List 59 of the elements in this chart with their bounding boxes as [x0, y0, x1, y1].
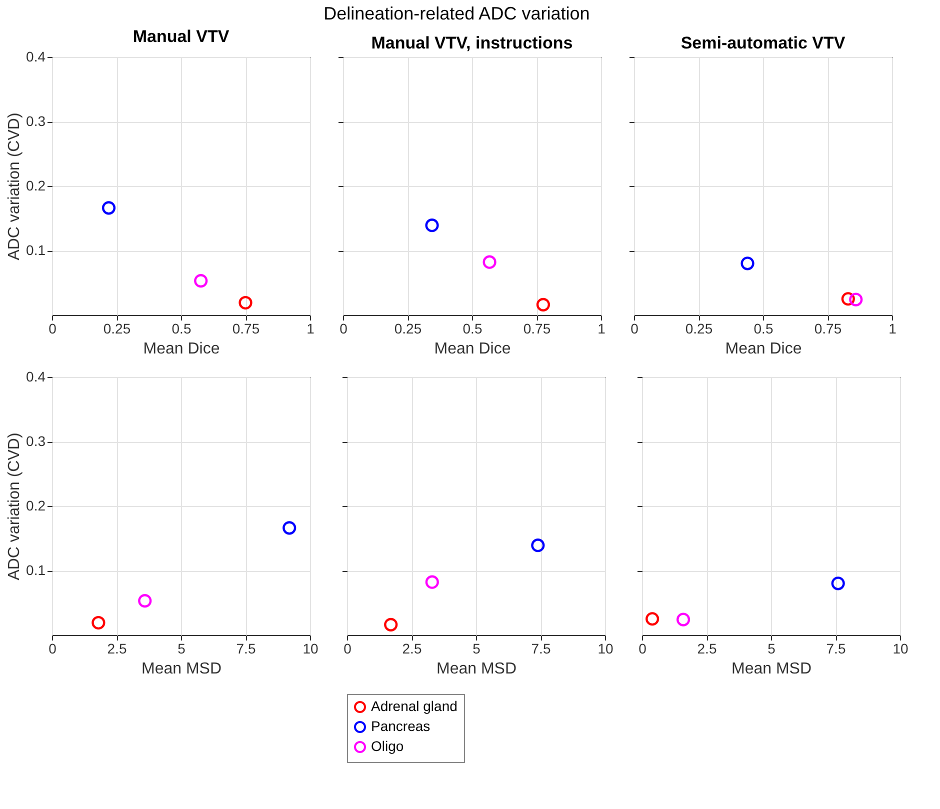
- x-tick-label: 2.5: [107, 640, 127, 656]
- point: [194, 274, 208, 288]
- x-tick-label: 7.5: [531, 640, 551, 656]
- y-tick-label: 0.1: [26, 242, 46, 258]
- x-tick-label: 1: [598, 320, 606, 336]
- x-tick-label: 0.25: [685, 320, 713, 336]
- x-tick-label: 1: [888, 320, 897, 336]
- chart-title: Semi-automatic VTV: [680, 34, 846, 52]
- x-tick-label: 10: [892, 640, 908, 656]
- x-tick-label: 0: [638, 640, 647, 656]
- y-tick-label: 0.4: [26, 368, 46, 384]
- point: [238, 296, 252, 310]
- x-tick-label: 0: [630, 320, 639, 336]
- point: [92, 616, 106, 630]
- x-tick-label: 1: [306, 320, 315, 336]
- x-axis-title: Mean MSD: [141, 660, 222, 678]
- x-tick-label: 7.5: [826, 640, 846, 656]
- x-tick-label: 10: [302, 640, 318, 656]
- legend-label: Adrenal gland: [371, 698, 458, 714]
- x-tick-label: 0.25: [394, 320, 422, 336]
- y-tick-label: 0.2: [26, 498, 46, 514]
- point: [282, 521, 296, 535]
- x-axis-title: Mean MSD: [436, 660, 517, 678]
- y-tick-label: 0.2: [26, 178, 46, 194]
- x-tick-label: 0: [340, 320, 348, 336]
- y-tick-label: 0.4: [26, 48, 46, 64]
- chart-title: Manual VTV: [132, 27, 230, 46]
- x-tick-label: 0.5: [172, 320, 192, 336]
- point: [102, 201, 116, 215]
- x-tick-label: 5: [768, 640, 776, 656]
- x-tick-label: 2.5: [402, 640, 422, 656]
- point: [138, 594, 152, 608]
- x-tick-label: 0.5: [462, 320, 482, 336]
- x-axis-title: Mean Dice: [434, 340, 511, 358]
- x-tick-label: 0: [48, 320, 57, 336]
- x-axis-title: Mean Dice: [143, 340, 220, 358]
- x-tick-label: 5: [472, 640, 481, 656]
- x-tick-label: 0: [48, 640, 57, 656]
- x-tick-label: 0.75: [232, 320, 260, 336]
- y-axis-title: ADC variation (CVD): [6, 432, 24, 580]
- x-tick-label: 2.5: [697, 640, 717, 656]
- chart-title: Manual VTV, instructions: [371, 34, 573, 52]
- legend-label: Pancreas: [371, 718, 430, 734]
- y-axis-title: ADC variation (CVD): [6, 112, 24, 260]
- x-tick-label: 5: [178, 640, 186, 656]
- x-tick-label: 0.75: [814, 320, 842, 336]
- legend-label: Oligo: [371, 738, 404, 754]
- y-tick-label: 0.1: [26, 562, 46, 578]
- x-tick-label: 10: [598, 640, 614, 656]
- text: Delineation-related ADC variation: [324, 4, 590, 24]
- x-tick-label: 0.5: [754, 320, 774, 336]
- y-tick-label: 0.3: [26, 113, 46, 129]
- x-axis-title: Mean Dice: [725, 340, 802, 358]
- x-axis-title: Mean MSD: [731, 660, 812, 678]
- x-tick-label: 0.25: [103, 320, 131, 336]
- x-tick-label: 7.5: [236, 640, 256, 656]
- y-tick-label: 0.3: [26, 433, 46, 449]
- x-tick-label: 0: [344, 640, 352, 656]
- x-tick-label: 0.75: [523, 320, 551, 336]
